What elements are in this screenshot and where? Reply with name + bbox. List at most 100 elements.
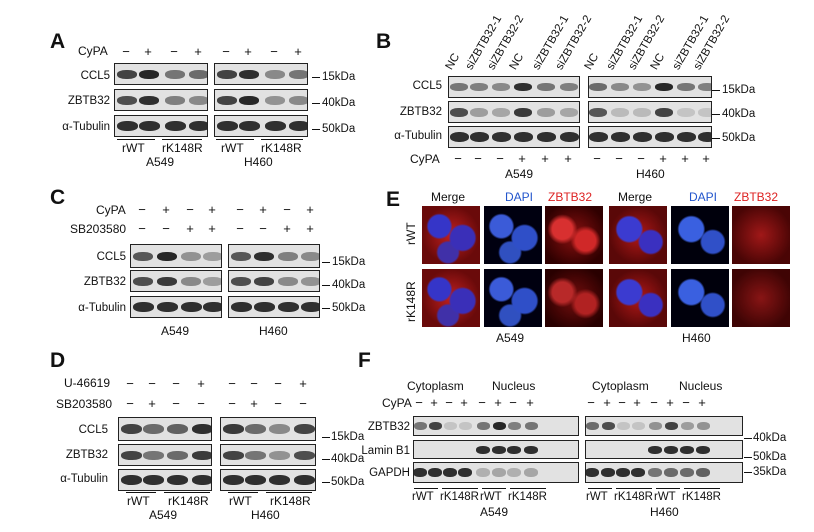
- d-sb-sign-7: −: [299, 396, 307, 411]
- f-group-6: rWT: [654, 491, 676, 503]
- f-gapdh-left-band-5: [492, 468, 506, 477]
- b-ccl5-right-band-3: [655, 83, 673, 91]
- f-sign-0: −: [415, 395, 423, 410]
- f-sign-12: −: [650, 395, 658, 410]
- a-zbtb-left-band-2: [165, 95, 185, 105]
- d-ccl5-right: [220, 417, 316, 441]
- c-ccl5-left-band-3: [203, 251, 221, 261]
- a-marker-40: 40kDa: [322, 97, 356, 109]
- f-zbtb-left-band-7: [524, 422, 538, 430]
- f-sign-15: +: [698, 395, 706, 410]
- b-ccl5-left-band-0: [450, 83, 468, 91]
- d-tub-left-band-1: [142, 475, 164, 485]
- d-sb-sign-5: +: [250, 396, 258, 411]
- f-row-zbtb32: ZBTB32: [367, 421, 410, 433]
- b-zbtb-left-band-1: [470, 107, 488, 117]
- f-gapdh-right-band-7: [696, 468, 710, 477]
- d-tub-right-band-2: [268, 475, 290, 485]
- c-zbtb-left: [130, 270, 222, 292]
- b-sign-6: −: [593, 151, 601, 166]
- f-lamin-left-band-5: [492, 445, 506, 454]
- b-ccl5-right-band-5: [698, 83, 711, 91]
- d-u-sign-1: −: [148, 376, 156, 391]
- a-ccl5-right: [214, 63, 308, 85]
- c-ccl5-left-band-2: [181, 251, 201, 261]
- f-group-line-2: [482, 488, 506, 489]
- c-sb-sign-4: −: [236, 221, 244, 236]
- b-tub-left-band-2: [491, 132, 511, 142]
- d-tub-left-band-2: [166, 475, 188, 485]
- e-image-rk148r-a549-merge: [422, 269, 480, 327]
- d-cell-a549: A549: [149, 508, 178, 522]
- f-sign-9: +: [603, 395, 611, 410]
- f-zbtb-left-band-3: [458, 422, 472, 430]
- a-tub-left-band-3: [188, 121, 207, 131]
- f-marker-40: 40kDa: [753, 432, 787, 444]
- d-ccl5-left: [118, 417, 212, 441]
- f-gapdh-right-band-4: [648, 468, 662, 477]
- f-gapdh-left-band-0: [414, 468, 427, 477]
- d-group-rk148r-1: rK148R: [168, 494, 209, 508]
- panel-label-b: B: [376, 30, 392, 53]
- b-zbtb-right-band-0: [589, 107, 607, 117]
- f-sign-2: −: [445, 395, 453, 410]
- c-cypa-sign-3: +: [208, 202, 216, 217]
- b-tub-left-band-1: [469, 132, 489, 142]
- e-image-rk148r-h460-zbtb32: [732, 269, 790, 327]
- c-sb-sign-7: +: [306, 221, 314, 236]
- f-sign-14: −: [682, 395, 690, 410]
- a-ccl5-right-band-3: [289, 69, 307, 79]
- a-sign-6: −: [270, 44, 278, 59]
- panel-label-e: E: [386, 188, 401, 211]
- f-lamin-left: [413, 440, 579, 459]
- c-ccl5-left: [130, 244, 222, 268]
- d-ccl5-left-band-1: [142, 424, 164, 434]
- c-sb-sign-3: +: [208, 221, 216, 236]
- f-sign-6: −: [509, 395, 517, 410]
- d-zbtb-left: [118, 444, 212, 466]
- d-zbtb-right-band-2: [268, 450, 290, 460]
- f-zbtb-right-band-3: [631, 422, 645, 430]
- a-sign-0: −: [122, 44, 130, 59]
- b-ccl5-right-band-0: [589, 83, 607, 91]
- f-zbtb-left-band-0: [414, 422, 427, 430]
- b-ccl5-right-band-4: [677, 83, 695, 91]
- a-group-rwt-1: rWT: [122, 141, 145, 155]
- f-group-1: rK148R: [440, 491, 479, 503]
- a-sign-5: +: [244, 44, 252, 59]
- a-zbtb-right-band-0: [217, 95, 237, 105]
- f-lamin-right-band-5: [664, 445, 678, 454]
- f-group-line-3: [510, 488, 546, 489]
- c-sb-label: SB203580: [70, 222, 127, 236]
- f-zbtb-right-band-0: [586, 422, 599, 430]
- c-zbtb-right-band-3: [301, 276, 319, 286]
- b-tub-left-band-5: [559, 132, 579, 142]
- d-cell-h460: H460: [251, 508, 280, 522]
- c-tub-right-band-3: [300, 302, 319, 312]
- e-image-rk148r-a549-zbtb32: [545, 269, 603, 327]
- f-zbtb-right-band-7: [696, 422, 710, 430]
- f-zbtb-left-band-2: [443, 422, 457, 430]
- f-sign-8: −: [587, 395, 595, 410]
- e-image-rwt-a549-dapi: [484, 206, 542, 264]
- f-group-3: rK148R: [508, 491, 547, 503]
- f-sign-13: +: [666, 395, 674, 410]
- c-sb-sign-5: −: [259, 221, 267, 236]
- a-cypa-label: CyPA: [78, 44, 108, 58]
- d-sb-sign-3: −: [197, 396, 205, 411]
- a-tub-right: [214, 115, 308, 137]
- b-zbtb-left-band-3: [514, 107, 532, 117]
- b-ccl5-left-band-2: [492, 83, 510, 91]
- d-ccl5-left-band-2: [166, 424, 188, 434]
- e-row-rk148r: rK148R: [404, 281, 418, 322]
- f-gapdh-left-band-4: [476, 468, 490, 477]
- c-tub-right-band-1: [253, 302, 275, 312]
- c-cell-a549: A549: [161, 324, 190, 338]
- c-row-tubulin: α-Tubulin: [78, 302, 126, 314]
- b-zbtb-left-band-4: [537, 107, 555, 117]
- a-tub-right-band-3: [288, 121, 307, 131]
- e-image-rwt-h460-merge: [609, 206, 667, 264]
- c-tub-left-band-1: [156, 302, 178, 312]
- b-sign-5: +: [564, 151, 572, 166]
- f-marker-50: 50kDa: [753, 451, 787, 463]
